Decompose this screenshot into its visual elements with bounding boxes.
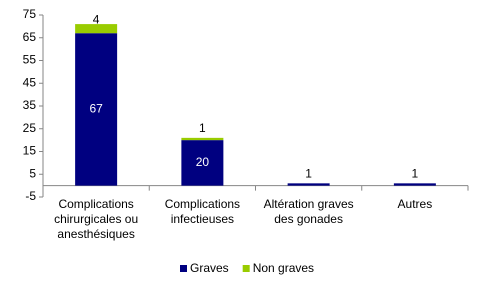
y-tick-label: -5 xyxy=(25,189,36,203)
bar-segment xyxy=(181,137,224,141)
data-label: 67 xyxy=(89,102,103,116)
y-tick-label: 35 xyxy=(23,98,37,112)
data-label: 4 xyxy=(93,12,100,26)
x-tick-label: Complications xyxy=(165,197,240,211)
x-tick-label: infectieuses xyxy=(171,212,234,226)
data-label: 1 xyxy=(199,121,206,135)
y-tick-label: 45 xyxy=(23,75,37,89)
y-tick-label: 75 xyxy=(23,7,37,21)
bar-segment xyxy=(181,140,224,186)
bar-segment xyxy=(393,183,436,186)
bar-segment xyxy=(287,183,330,186)
legend-swatch xyxy=(180,265,187,272)
legend-label: Non graves xyxy=(253,261,314,275)
x-tick-label: chirurgicales ou xyxy=(54,212,138,226)
x-tick-label: Complications xyxy=(58,197,133,211)
bar-segment xyxy=(75,24,118,34)
x-tick-label: anesthésiques xyxy=(57,227,134,241)
x-tick-label: des gonades xyxy=(274,212,343,226)
y-tick-label: 15 xyxy=(23,144,37,158)
y-tick-label: 5 xyxy=(29,166,36,180)
x-tick-label: Altération graves xyxy=(264,197,354,211)
data-label: 20 xyxy=(196,155,210,169)
bar-segment xyxy=(75,33,118,186)
y-tick-label: 55 xyxy=(23,53,37,67)
data-label: 1 xyxy=(305,167,312,181)
data-label: 1 xyxy=(412,167,419,181)
legend-label: Graves xyxy=(190,261,229,275)
y-tick-label: 65 xyxy=(23,30,37,44)
y-tick-label: 25 xyxy=(23,121,37,135)
legend-swatch xyxy=(242,265,250,272)
x-tick-label: Autres xyxy=(398,197,433,211)
